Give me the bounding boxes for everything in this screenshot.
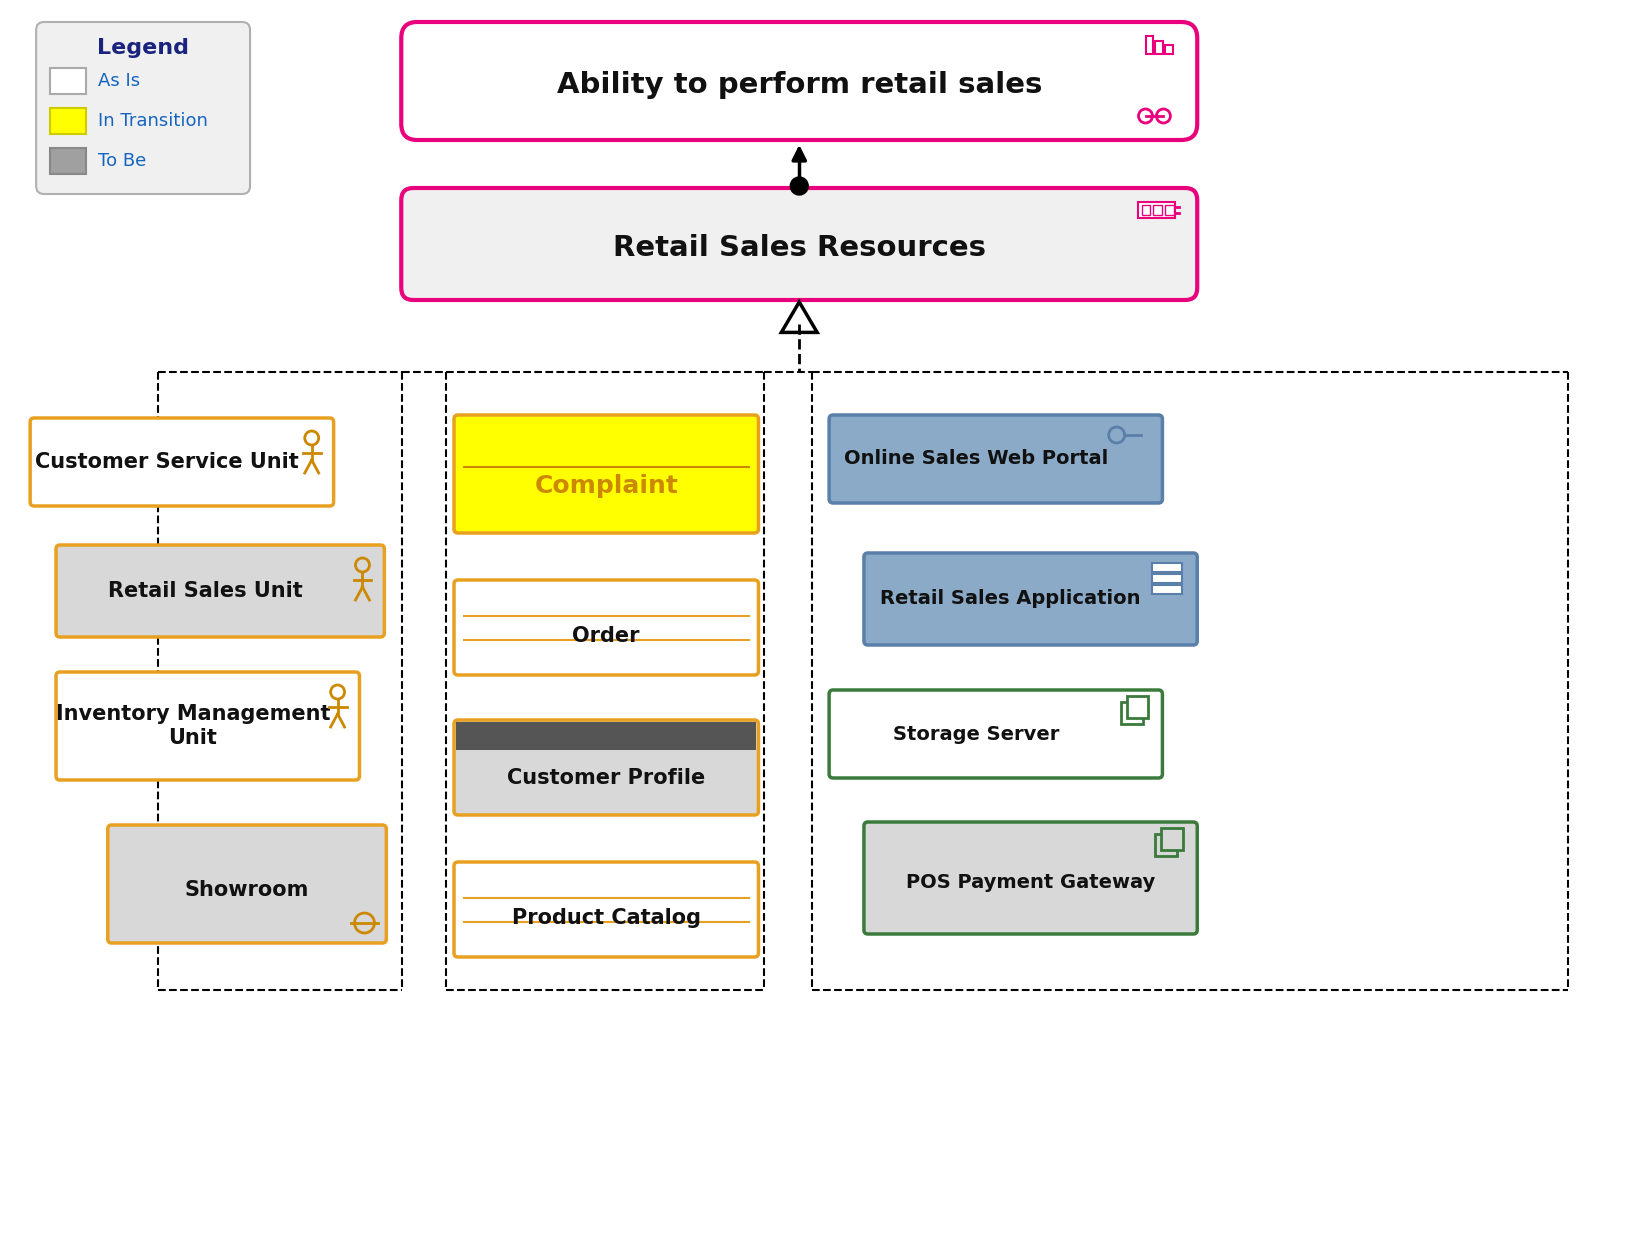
Text: To Be: To Be	[98, 152, 146, 171]
Bar	[1155, 41, 1162, 54]
Text: In Transition: In Transition	[98, 112, 208, 129]
Bar	[51, 148, 85, 174]
Bar	[1160, 828, 1183, 850]
Bar	[456, 722, 756, 749]
FancyBboxPatch shape	[402, 188, 1196, 300]
FancyBboxPatch shape	[864, 822, 1196, 934]
Bar	[1126, 696, 1147, 718]
FancyBboxPatch shape	[454, 720, 757, 815]
Text: Legend: Legend	[97, 39, 188, 59]
Bar	[1152, 563, 1182, 571]
FancyBboxPatch shape	[829, 690, 1162, 778]
Bar	[51, 68, 85, 95]
Bar	[1165, 45, 1172, 54]
Bar	[1152, 585, 1182, 594]
Text: Customer Service Unit: Customer Service Unit	[34, 452, 298, 472]
Text: Storage Server: Storage Server	[892, 725, 1059, 743]
Bar	[1119, 702, 1142, 725]
Text: Online Sales Web Portal: Online Sales Web Portal	[842, 449, 1108, 468]
FancyBboxPatch shape	[454, 415, 757, 533]
Bar	[1152, 574, 1182, 583]
Text: Complaint: Complaint	[534, 474, 679, 498]
FancyBboxPatch shape	[829, 415, 1162, 503]
Bar	[1144, 36, 1152, 54]
Text: Retail Sales Application: Retail Sales Application	[880, 589, 1141, 609]
Text: Inventory Management
Unit: Inventory Management Unit	[56, 705, 329, 747]
Text: Retail Sales Resources: Retail Sales Resources	[613, 234, 985, 261]
FancyBboxPatch shape	[56, 545, 384, 637]
Bar	[51, 108, 85, 134]
FancyBboxPatch shape	[864, 553, 1196, 645]
FancyBboxPatch shape	[402, 22, 1196, 139]
Bar	[1152, 205, 1162, 215]
Bar	[1137, 202, 1175, 218]
Text: Product Catalog: Product Catalog	[511, 908, 700, 928]
Text: Ability to perform retail sales: Ability to perform retail sales	[556, 71, 1041, 100]
FancyBboxPatch shape	[36, 22, 249, 194]
Text: Customer Profile: Customer Profile	[506, 767, 705, 788]
Text: Showroom: Showroom	[185, 880, 310, 900]
FancyBboxPatch shape	[56, 672, 359, 781]
FancyBboxPatch shape	[454, 862, 757, 957]
Bar	[1155, 834, 1177, 857]
Text: As Is: As Is	[98, 72, 139, 90]
FancyBboxPatch shape	[108, 825, 387, 942]
FancyBboxPatch shape	[30, 418, 333, 505]
Text: Retail Sales Unit: Retail Sales Unit	[108, 581, 303, 601]
FancyBboxPatch shape	[454, 580, 757, 675]
Text: Order: Order	[572, 625, 639, 645]
Circle shape	[790, 177, 808, 195]
Bar	[1141, 205, 1151, 215]
Text: POS Payment Gateway: POS Payment Gateway	[905, 873, 1154, 891]
Bar	[1165, 205, 1174, 215]
